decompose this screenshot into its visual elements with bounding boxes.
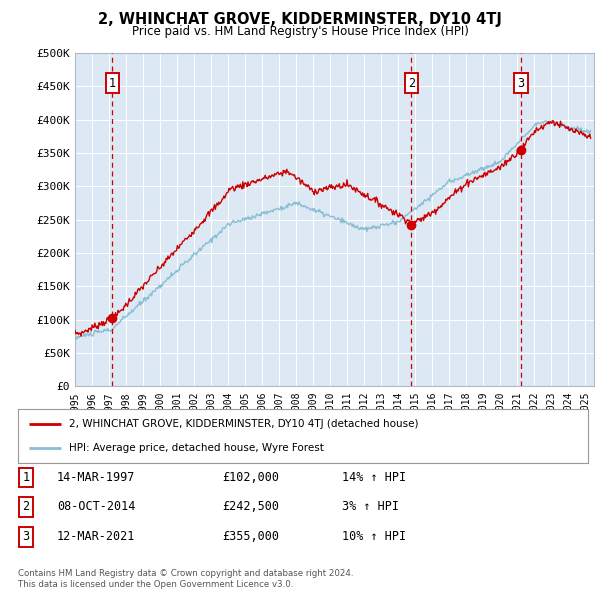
Text: 2, WHINCHAT GROVE, KIDDERMINSTER, DY10 4TJ (detached house): 2, WHINCHAT GROVE, KIDDERMINSTER, DY10 4… <box>70 418 419 428</box>
Text: 2: 2 <box>22 500 29 513</box>
Text: £355,000: £355,000 <box>222 530 279 543</box>
Text: 08-OCT-2014: 08-OCT-2014 <box>57 500 136 513</box>
Text: Price paid vs. HM Land Registry's House Price Index (HPI): Price paid vs. HM Land Registry's House … <box>131 25 469 38</box>
Text: £242,500: £242,500 <box>222 500 279 513</box>
Text: £102,000: £102,000 <box>222 471 279 484</box>
Text: 14-MAR-1997: 14-MAR-1997 <box>57 471 136 484</box>
Text: HPI: Average price, detached house, Wyre Forest: HPI: Average price, detached house, Wyre… <box>70 444 324 454</box>
Text: 2, WHINCHAT GROVE, KIDDERMINSTER, DY10 4TJ: 2, WHINCHAT GROVE, KIDDERMINSTER, DY10 4… <box>98 12 502 27</box>
Text: 1: 1 <box>109 77 116 90</box>
Text: 3: 3 <box>22 530 29 543</box>
Text: 3% ↑ HPI: 3% ↑ HPI <box>342 500 399 513</box>
Text: 3: 3 <box>517 77 524 90</box>
Text: 2: 2 <box>408 77 415 90</box>
Text: 14% ↑ HPI: 14% ↑ HPI <box>342 471 406 484</box>
Text: Contains HM Land Registry data © Crown copyright and database right 2024.
This d: Contains HM Land Registry data © Crown c… <box>18 569 353 589</box>
Text: 10% ↑ HPI: 10% ↑ HPI <box>342 530 406 543</box>
Text: 1: 1 <box>22 471 29 484</box>
Text: 12-MAR-2021: 12-MAR-2021 <box>57 530 136 543</box>
